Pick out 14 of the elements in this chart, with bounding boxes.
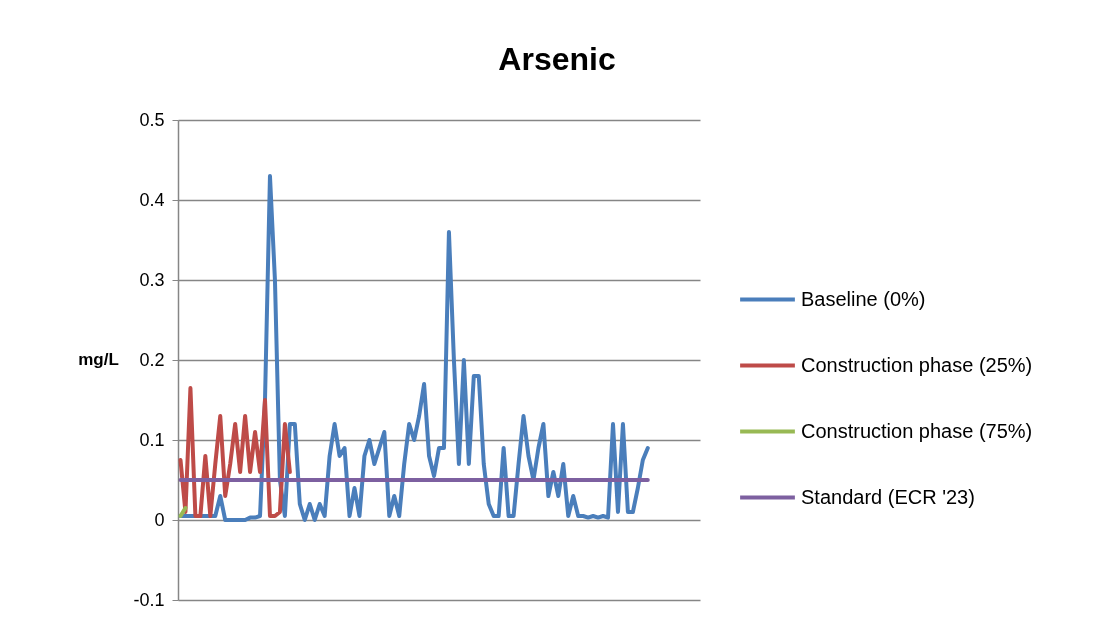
- y-tick-label: -0.1: [133, 589, 165, 610]
- y-tick-label: 0.4: [139, 189, 165, 210]
- line-series: [178, 386, 292, 518]
- chart-title: Arsenic: [498, 41, 616, 77]
- legend-label: Construction phase (25%): [801, 353, 1033, 376]
- y-tick-label: 0.1: [139, 429, 165, 450]
- legend-label: Standard (ECR '23): [801, 485, 975, 508]
- legend-label: Construction phase (75%): [801, 419, 1033, 442]
- y-tick-label: 0: [154, 509, 165, 530]
- legend-label: Baseline (0%): [801, 287, 926, 310]
- y-tick-label: 0.5: [139, 109, 165, 130]
- y-axis-title: mg/L: [78, 349, 119, 369]
- y-tick-label: 0.3: [139, 269, 165, 290]
- y-tick-label: 0.2: [139, 349, 165, 370]
